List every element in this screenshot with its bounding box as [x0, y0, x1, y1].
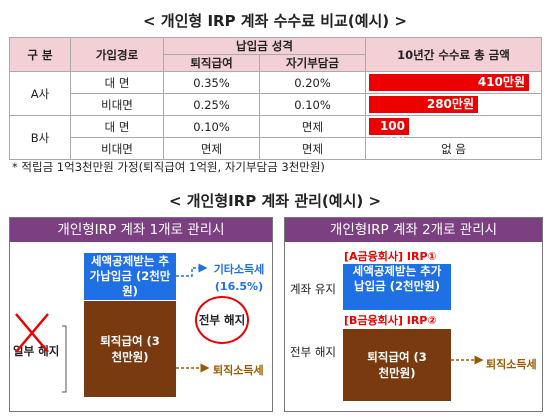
retirement-income-tax-left: 퇴직소득세 [213, 364, 264, 377]
deductible-contribution-label: 세액공제받는 추가납입금 (2천만원) [89, 254, 171, 298]
partial-cancel-label: 일부 해지 [13, 344, 60, 358]
tax-arrow-blue [176, 263, 208, 277]
table-row: B사 대 면 0.10% 면제 100만원 [9, 115, 542, 160]
fee-bar: 410만원 [369, 74, 529, 91]
irp1-deductible-label: 세액공제받는 추가납입금 (2천만원) [352, 264, 442, 293]
bracket-icon [62, 325, 67, 393]
other-income-tax-label: 기타소득세 [213, 263, 265, 276]
total-fee-cell: 없 음 [365, 137, 542, 160]
cross-mark-icon [15, 313, 49, 353]
self-rate-cell: 면제 [259, 115, 366, 138]
single-account-header: 개인형IRP 계좌 1개로 관리시 [10, 218, 272, 242]
retirement-benefit-box: 퇴직급여 (3천만원) [84, 301, 176, 397]
irp2-retirement-label: 퇴직급여 (3천만원) [367, 350, 427, 380]
channel-cell: 비대면 [70, 137, 164, 160]
table-row: 비대면 면제 면제 없 음 [10, 137, 542, 160]
dual-account-panel: 개인형IRP 계좌 2개로 관리시 [284, 217, 543, 412]
irp1-label: [A금융회사] IRP① [344, 250, 437, 263]
irp2-retirement-box: 퇴직급여 (3천만원) [343, 329, 451, 401]
self-rate-cell: 면제 [259, 137, 366, 160]
full-cancel-right-label: 전부 해지 [290, 345, 336, 359]
irp2-label: [B금융회사] IRP② [344, 314, 437, 327]
retirement-income-tax-right: 퇴직소득세 [486, 358, 537, 371]
header-total-fee: 10년간 수수료 총 금액 [365, 37, 542, 72]
dual-account-header: 개인형IRP 계좌 2개로 관리시 [285, 218, 542, 242]
fee-table-title: < 개인형 IRP 계좌 수수료 비교(예시) > [143, 12, 407, 30]
full-cancel-label: 전부 해지 [198, 313, 246, 327]
table-row: A사 대 면 0.35% 0.20% 410만원 [9, 71, 542, 116]
channel-cell: 대 면 [70, 115, 164, 138]
other-income-tax-rate: (16.5%) [214, 280, 264, 293]
other-income-tax: 기타소득세 (16.5%) [209, 261, 269, 293]
fee-bar: 280만원 [369, 96, 478, 113]
header-payment-type: 납입금 성격 [163, 37, 366, 55]
fee-comparison-table: 구 분 가입경로 납입금 성격 10년간 수수료 총 금액 퇴직급여 자기부담금… [9, 37, 542, 160]
keep-account-label: 계좌 유지 [290, 282, 336, 296]
assumption-note: * 적립금 1억3천만원 가정(퇴직급여 1억원, 자기부담금 3천만원) [12, 160, 325, 174]
retire-rate-cell: 0.25% [163, 93, 260, 116]
irp1-deductible-box: 세액공제받는 추가납입금 (2천만원) [343, 264, 451, 310]
company-a: A사 [9, 71, 71, 116]
header-channel: 가입경로 [70, 37, 164, 72]
retirement-benefit-label: 퇴직급여 (3천만원) [100, 334, 160, 364]
header-retirement-benefit: 퇴직급여 [163, 54, 260, 72]
retire-rate-cell: 0.10% [163, 115, 260, 138]
deductible-contribution-box: 세액공제받는 추가납입금 (2천만원) [84, 253, 176, 300]
full-cancel-circle: 전부 해지 [195, 296, 249, 344]
retire-rate-cell: 면제 [163, 137, 260, 160]
management-title: < 개인형IRP 계좌 관리(예시) > [168, 192, 382, 210]
total-fee-cell: 410만원 [365, 71, 542, 94]
fee-bar: 100만원 [369, 118, 409, 150]
header-self-contribution: 자기부담금 [259, 54, 366, 72]
